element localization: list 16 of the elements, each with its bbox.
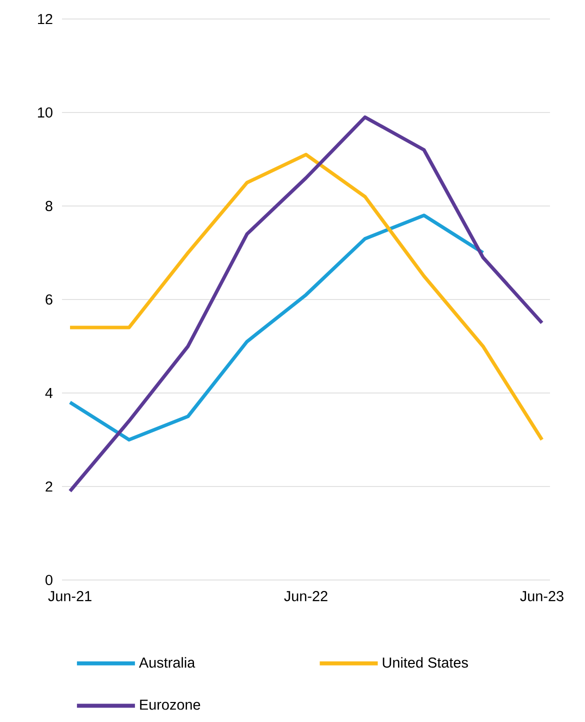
y-tick-label: 4 [45, 388, 53, 398]
legend-label: Eurozone [140, 700, 200, 710]
x-tick-label: Jun-21 [48, 591, 92, 602]
y-tick-label: 6 [46, 294, 52, 305]
line-series [68, 115, 544, 493]
y-tick-label: 0 [46, 574, 52, 586]
x-tick-label: Jun-22 [284, 591, 328, 602]
line-series [68, 152, 544, 442]
y-tick-label: 12 [38, 14, 52, 24]
line-series [68, 214, 485, 442]
x-tick-label: Jun-23 [520, 591, 564, 602]
legend-label: Australia [138, 657, 196, 668]
legend-label: United States [382, 657, 468, 668]
y-tick-label: 10 [38, 107, 52, 118]
y-tick-label: 2 [46, 481, 52, 492]
y-tick-label: 8 [46, 200, 52, 212]
